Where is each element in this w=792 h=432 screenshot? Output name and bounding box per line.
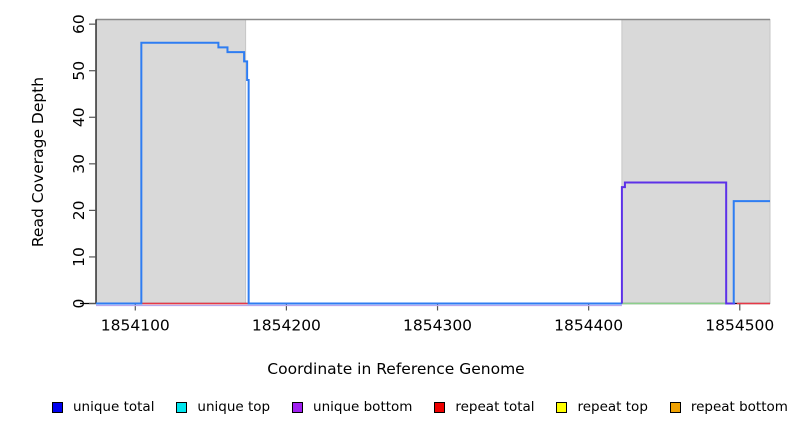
legend-item-label: repeat total [455,399,535,415]
series-unique-total-right-plateau [732,200,770,304]
x-tick-label: 1854400 [554,317,623,335]
y-tick-label: 40 [70,107,88,127]
x-tick-label: 1854200 [252,317,321,335]
legend-swatch-icon [292,401,304,413]
y-tick-label: 20 [70,201,88,221]
legend-item-label: repeat top [577,399,648,415]
legend-item-label: unique bottom [313,399,413,415]
y-tick-label: 10 [70,247,88,267]
legend-item-label: repeat bottom [690,399,788,415]
repeat-region-2 [621,19,771,304]
series-unique-total-left-plateau [96,41,622,305]
legend-item-unique-top: unique top [176,399,270,415]
x-tick-label: 1854500 [705,317,774,335]
legend-swatch-icon [434,401,446,413]
x-axis-title: Coordinate in Reference Genome [267,360,525,378]
x-tick-label: 1854100 [101,317,170,335]
legend-swatch-icon [176,401,188,413]
legend-swatch-icon [669,401,681,413]
y-tick-label: 60 [70,14,88,34]
repeat-region-1 [95,19,247,304]
legend-item-repeat-bottom: repeat bottom [669,399,788,415]
legend: unique total unique top unique bottom repea… [52,399,788,415]
x-tick-label: 1854300 [403,317,472,335]
legend-item-unique-bottom: unique bottom [292,399,412,415]
y-axis-title: Read Coverage Depth [29,76,47,248]
y-tick-label: 30 [70,154,88,174]
y-tick-label: 0 [70,299,88,309]
legend-swatch-icon [52,401,63,413]
legend-item-label: unique total [73,399,155,415]
y-tick-label: 50 [70,61,88,81]
legend-swatch-icon [556,401,568,413]
legend-item-unique-total: unique total [52,399,154,415]
series-unique-bottom-plateau [620,181,736,305]
legend-item-repeat-top: repeat top [556,399,648,415]
legend-item-repeat-total: repeat total [434,399,535,415]
legend-item-label: unique top [197,399,271,415]
